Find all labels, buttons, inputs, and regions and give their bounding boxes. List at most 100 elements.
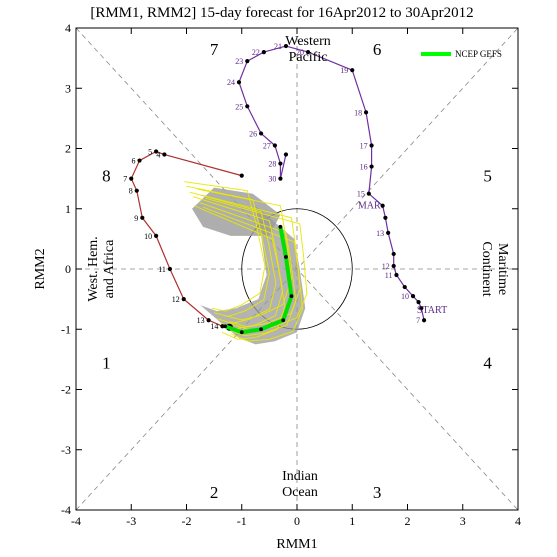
- observed-march-point-label: 11: [158, 265, 166, 274]
- observed-april-point-label: 26: [249, 129, 257, 138]
- observed-april-point: [350, 68, 355, 73]
- y-tick-label: 3: [65, 81, 71, 95]
- observed-april-point-label: 19: [340, 66, 348, 75]
- y-tick-label: 2: [65, 142, 71, 156]
- region-western-pacific-line2: Pacific: [289, 50, 328, 65]
- x-tick-label: -4: [71, 514, 81, 528]
- observed-march-point: [239, 173, 244, 178]
- region-western-pacific-line1: Western: [285, 34, 331, 49]
- observed-april-point: [272, 143, 277, 148]
- x-tick-label: 3: [460, 514, 466, 528]
- y-tick-label: 4: [65, 21, 71, 35]
- y-tick-label: -4: [61, 503, 71, 517]
- observed-march-point-label: 7: [123, 175, 127, 184]
- region-labels: Western Pacific Indian Ocean West. Hem. …: [86, 34, 510, 500]
- observed-april-point: [305, 50, 311, 55]
- observed-april-point: [386, 230, 391, 235]
- observed-april-point-label: 21: [274, 42, 282, 51]
- observed-march-point-label: 9: [134, 214, 138, 223]
- observed-april-point: [283, 152, 289, 157]
- region-indian-ocean-line1: Indian: [282, 469, 318, 484]
- observed-april-point: [278, 161, 283, 166]
- observed-april-point: [391, 251, 396, 257]
- region-maritime-line2: Continent: [479, 241, 494, 296]
- x-tick-label: 2: [405, 514, 411, 528]
- observed-march-point: [206, 318, 211, 323]
- observed-april-point: [421, 318, 427, 323]
- observed-april-point: [245, 104, 250, 109]
- mar-label: MAR: [358, 201, 381, 212]
- region-west-hem-line1: West. Hem.: [86, 236, 101, 301]
- ensemble-member-line: [201, 194, 301, 328]
- phase-label: 6: [373, 40, 382, 59]
- observed-april-point-label: 10: [401, 292, 409, 301]
- ensemble-members: [184, 181, 308, 342]
- observed-april-point: [383, 215, 388, 220]
- observed-april-point: [369, 143, 374, 148]
- phase-label: 7: [210, 40, 219, 59]
- x-tick-label: 0: [294, 514, 300, 528]
- observed-april-point: [236, 80, 242, 85]
- phase-label: 1: [102, 353, 111, 372]
- observed-april-point: [402, 284, 407, 290]
- observed-april-point: [283, 43, 289, 49]
- ensemble-mean-point: [281, 318, 286, 323]
- ensemble-member-line: [184, 181, 266, 312]
- observed-april-point-label: 22: [252, 48, 260, 57]
- observed-april-point-label: 7: [416, 316, 420, 325]
- y-axis-label: RMM2: [33, 248, 48, 289]
- observed-april-point: [394, 272, 399, 278]
- observed-april-point-label: 16: [360, 163, 368, 172]
- y-tick-label: 0: [65, 262, 71, 276]
- ensemble-member-line: [189, 191, 277, 324]
- observed-march-point: [140, 215, 145, 220]
- observed-april-point-label: 23: [235, 57, 243, 66]
- observed-march-point: [181, 297, 186, 302]
- region-west-hem-line2: and Africa: [102, 239, 117, 298]
- observed-march-point: [129, 176, 134, 181]
- x-tick-label: -3: [126, 514, 136, 528]
- ensemble-mean-point: [284, 255, 288, 259]
- ensemble-member-line: [197, 188, 292, 321]
- observed-april-point-label: 13: [376, 229, 384, 238]
- observed-april-point-label: 25: [235, 102, 243, 111]
- observed-april-point-label: 18: [354, 108, 362, 117]
- observed-april-point-label: 20: [296, 48, 304, 57]
- x-tick-label: -1: [237, 514, 247, 528]
- spread-band: [200, 205, 306, 345]
- ensemble-mean: [223, 224, 294, 335]
- observed-march-point-label: 6: [132, 157, 136, 166]
- ensemble-mean-point: [289, 294, 294, 299]
- observed-april-point-label: 12: [382, 262, 390, 271]
- legend: NCEP GEFS: [421, 49, 502, 59]
- observed-march-point: [167, 266, 173, 272]
- observed-april-point-label: 30: [268, 175, 276, 184]
- spread-lobe: [192, 187, 281, 236]
- observed-march-point: [154, 149, 159, 154]
- observed-april-point: [363, 110, 369, 115]
- observed-april-point: [391, 263, 396, 269]
- phase-label: 4: [483, 353, 492, 372]
- observed-march-point-label: 13: [197, 316, 205, 325]
- ensemble-member-line: [192, 196, 284, 330]
- observed-april-point-label: 27: [263, 141, 271, 150]
- observed-april-point-label: 15: [357, 190, 365, 199]
- ensemble-mean-point: [278, 224, 283, 229]
- observed-march-point: [154, 233, 159, 238]
- observed-march-point-label: 10: [144, 232, 152, 241]
- observed-april-point: [261, 50, 266, 55]
- observed-april-point: [258, 131, 264, 136]
- ensemble-mean-point: [223, 324, 228, 329]
- ensemble-member-line: [202, 206, 303, 342]
- observed-april-point-label: 11: [385, 271, 393, 280]
- legend-label: NCEP GEFS: [455, 49, 502, 59]
- observed-march-point-label: 14: [210, 322, 218, 331]
- observed-april-point: [419, 306, 424, 311]
- observed-march-point-label: 4: [156, 151, 160, 160]
- y-tick-label: -1: [61, 322, 71, 336]
- observed-march-point-label: 12: [172, 295, 180, 304]
- observed-march-point-label: 8: [129, 187, 133, 196]
- ensemble-spread: [192, 187, 306, 345]
